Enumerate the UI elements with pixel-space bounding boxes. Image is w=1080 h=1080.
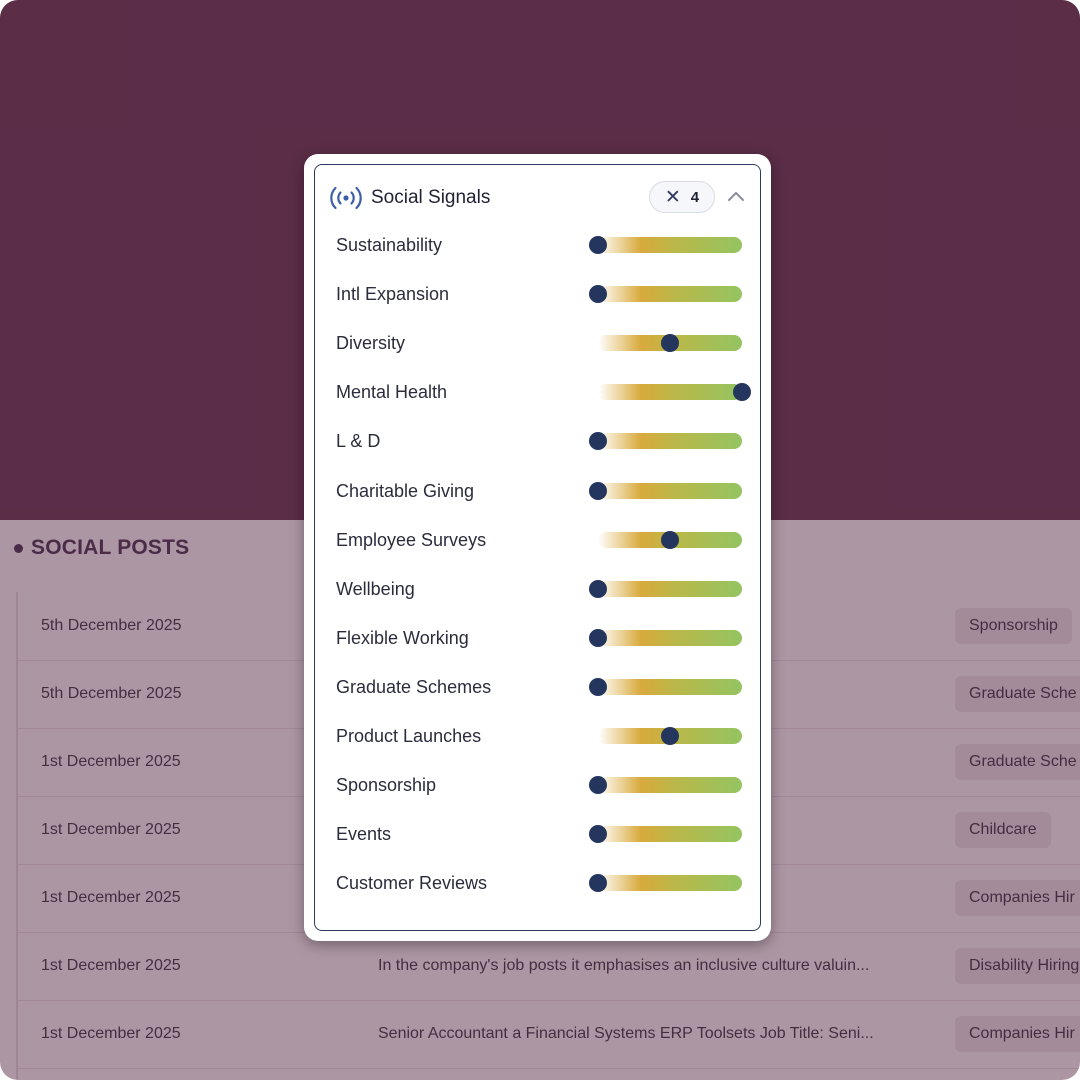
- signal-row: Charitable Giving: [336, 471, 760, 511]
- slider-handle[interactable]: [661, 334, 679, 353]
- signal-slider[interactable]: [589, 825, 742, 844]
- slider-handle[interactable]: [661, 727, 679, 745]
- signal-label: Charitable Giving: [336, 480, 475, 501]
- signal-row: Sponsorship: [336, 765, 760, 805]
- signal-slider[interactable]: [589, 236, 742, 254]
- slider-track[interactable]: [598, 286, 742, 303]
- slider-handle[interactable]: [589, 432, 607, 451]
- signal-slider[interactable]: [598, 727, 742, 745]
- signal-row: Events: [336, 814, 760, 854]
- signal-slider[interactable]: [589, 285, 742, 304]
- signal-slider[interactable]: [589, 481, 742, 500]
- panel-header: Social Signals ✕ 4: [329, 179, 746, 217]
- signal-label: Intl Expansion: [336, 284, 450, 305]
- slider-track[interactable]: [598, 678, 742, 695]
- signal-row: Wellbeing: [336, 569, 760, 609]
- signal-slider[interactable]: [598, 530, 742, 549]
- slider-track[interactable]: [598, 777, 742, 794]
- slider-track[interactable]: [598, 384, 742, 401]
- signal-label: Customer Reviews: [336, 873, 488, 894]
- signal-label: Diversity: [336, 333, 406, 354]
- signal-row: Product Launches: [336, 716, 760, 756]
- slider-track[interactable]: [598, 629, 742, 646]
- slider-track[interactable]: [598, 482, 742, 499]
- signal-slider[interactable]: [589, 874, 742, 893]
- signal-slider[interactable]: [598, 334, 742, 353]
- slider-handle[interactable]: [589, 579, 607, 598]
- signal-row: Customer Reviews: [336, 863, 760, 903]
- slider-handle[interactable]: [589, 874, 607, 893]
- slider-track[interactable]: [598, 875, 742, 892]
- signal-slider[interactable]: [589, 776, 742, 795]
- social-signals-popover: Social Signals ✕ 4 Sustainability Intl Ex…: [304, 154, 771, 941]
- signal-row: Intl Expansion: [336, 274, 760, 314]
- signal-row: Sustainability: [336, 225, 760, 265]
- signal-slider[interactable]: [589, 677, 742, 696]
- slider-track[interactable]: [598, 580, 742, 597]
- signal-label: Sustainability: [336, 235, 443, 255]
- signal-slider[interactable]: [589, 579, 742, 598]
- slider-track[interactable]: [598, 433, 742, 450]
- signal-row: L & D: [336, 421, 760, 461]
- signal-row: Graduate Schemes: [336, 667, 760, 707]
- signal-label: Mental Health: [336, 382, 448, 403]
- slider-track[interactable]: [598, 237, 742, 253]
- clear-filters-button[interactable]: ✕ 4: [649, 181, 715, 213]
- close-icon: ✕: [664, 186, 681, 208]
- broadcast-signal-icon: [330, 186, 362, 210]
- signal-row: Diversity: [336, 323, 760, 363]
- slider-handle[interactable]: [589, 628, 607, 647]
- signal-row: Employee Surveys: [336, 520, 760, 560]
- signal-label: Events: [336, 824, 392, 845]
- signal-label: Flexible Working: [336, 627, 469, 648]
- panel-title: Social Signals: [371, 187, 491, 208]
- chevron-up-icon[interactable]: [726, 187, 746, 207]
- slider-handle[interactable]: [661, 530, 679, 549]
- signal-label: Sponsorship: [336, 775, 437, 796]
- slider-handle[interactable]: [589, 776, 607, 795]
- signal-label: L & D: [336, 431, 381, 452]
- slider-handle[interactable]: [733, 383, 751, 402]
- slider-handle[interactable]: [589, 236, 607, 254]
- signal-label: Graduate Schemes: [336, 676, 492, 697]
- slider-handle[interactable]: [589, 481, 607, 500]
- signal-label: Product Launches: [336, 726, 482, 746]
- signal-slider[interactable]: [589, 432, 742, 451]
- signal-slider[interactable]: [598, 383, 751, 402]
- slider-handle[interactable]: [589, 825, 607, 844]
- slider-handle[interactable]: [589, 677, 607, 696]
- slider-handle[interactable]: [589, 285, 607, 304]
- active-filter-count: 4: [690, 188, 700, 206]
- signal-slider[interactable]: [589, 628, 742, 647]
- social-signals-panel: Social Signals ✕ 4 Sustainability Intl Ex…: [314, 164, 761, 931]
- signal-row: Flexible Working: [336, 618, 760, 658]
- signal-label: Employee Surveys: [336, 529, 487, 550]
- signal-row: Mental Health: [336, 372, 760, 412]
- slider-track[interactable]: [598, 826, 742, 843]
- signal-label: Wellbeing: [336, 578, 415, 599]
